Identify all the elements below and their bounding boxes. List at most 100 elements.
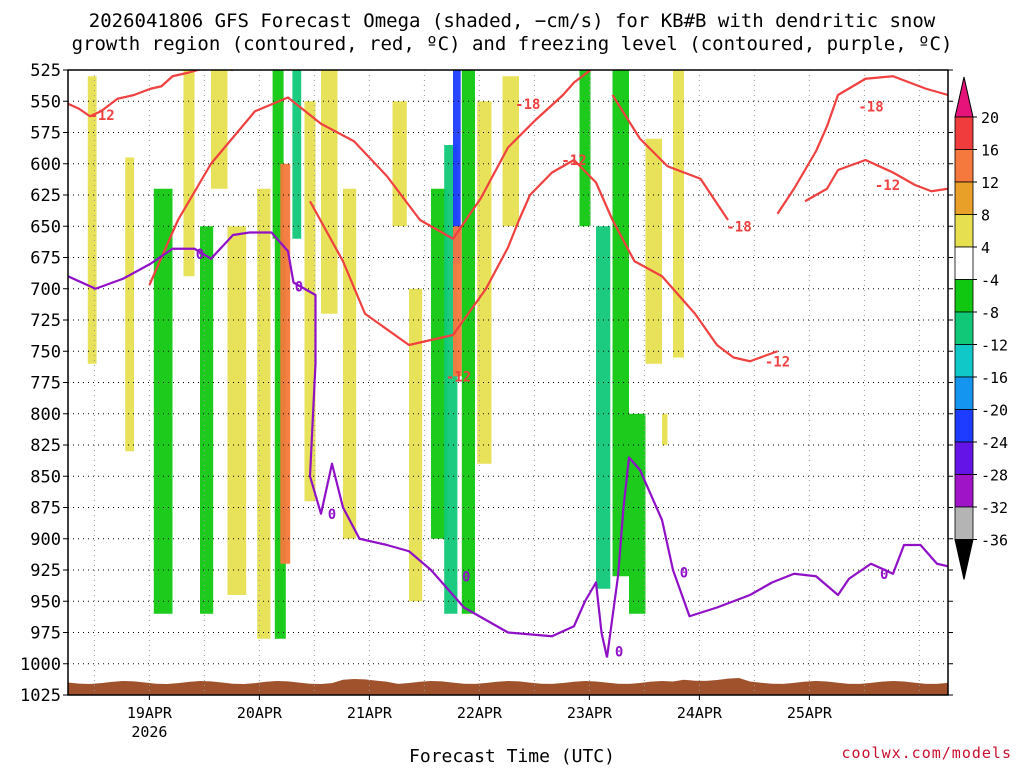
y-tick-label: 1025 [20, 686, 61, 706]
y-tick-label: 550 [30, 92, 61, 112]
omega-shade-region [280, 163, 291, 564]
omega-shade-region [87, 76, 97, 364]
colorbar-label: -28 [981, 467, 1008, 485]
colorbar-swatch [954, 474, 974, 508]
contour-label: 0 [880, 567, 888, 583]
colorbar-bottom-arrow [954, 539, 974, 580]
contour-label: -12 [561, 153, 586, 169]
contour--18 [776, 75, 948, 215]
omega-shade-region [612, 70, 629, 577]
colorbar-swatch [954, 441, 974, 475]
contour-label: 0 [462, 569, 470, 585]
contour-lines [68, 70, 948, 658]
y-tick-label: 975 [30, 624, 61, 644]
colorbar-label: 12 [981, 174, 999, 192]
contour-label: 0 [295, 279, 303, 295]
contour-label: 0 [328, 507, 336, 523]
contour-label: -18 [515, 97, 540, 113]
contour-0 [605, 456, 948, 658]
omega-shade-region [453, 70, 461, 264]
omega-shading [87, 70, 684, 639]
colorbar-label: -4 [981, 272, 999, 290]
contour-label: -18 [726, 219, 751, 235]
y-tick-label: 600 [30, 155, 61, 175]
chart-title-line2: growth region (contoured, red, ºC) and f… [71, 33, 953, 55]
contour--12 [804, 158, 948, 203]
x-tick-label: 21APR [347, 704, 393, 722]
colorbar-top-arrow [954, 76, 974, 118]
terrain-fill [68, 678, 948, 695]
y-tick-label: 700 [30, 280, 61, 300]
x-tick-label: 25APR [787, 704, 833, 722]
omega-shade-region [596, 226, 611, 589]
omega-shade-region [477, 101, 492, 464]
colorbar-swatch [954, 116, 974, 150]
colorbar-label: -32 [981, 499, 1008, 517]
omega-shade-region [272, 70, 284, 239]
y-tick-label: 950 [30, 592, 61, 612]
omega-shade-region [461, 70, 475, 614]
colorbar-swatch [954, 279, 974, 313]
omega-shade-region [629, 413, 646, 614]
contour-label: -12 [89, 108, 114, 124]
omega-shade-region [579, 70, 591, 227]
contour--18 [148, 70, 592, 286]
contour-label: -12 [765, 354, 790, 370]
omega-shade-region [343, 188, 357, 539]
y-tick-label: 925 [30, 561, 61, 581]
contour-label: 0 [196, 247, 204, 263]
omega-shade-region [431, 188, 448, 539]
colorbar-swatch [954, 149, 974, 183]
contour-label: -12 [875, 178, 900, 194]
y-tick-label: 625 [30, 186, 61, 206]
contour-label: 0 [615, 644, 623, 660]
y-tick-label: 825 [30, 436, 61, 456]
omega-shade-region [183, 70, 195, 277]
y-tick-label: 525 [30, 61, 61, 81]
terrain-area [68, 678, 948, 695]
colorbar-swatch [954, 409, 974, 443]
omega-shade-region [227, 226, 247, 595]
y-tick-label: 675 [30, 249, 61, 269]
contour--12 [68, 70, 233, 118]
x-tick-label: 22APR [457, 704, 503, 722]
y-tick-label: 875 [30, 499, 61, 519]
colorbar-swatch [954, 246, 974, 280]
x-tick-label: 23APR [567, 704, 613, 722]
colorbar-swatch [954, 214, 974, 248]
colorbar-label: -24 [981, 434, 1008, 452]
y-tick-label: 725 [30, 311, 61, 331]
omega-shade-region [211, 70, 228, 189]
contour--12 [309, 158, 778, 363]
contour-0 [68, 231, 609, 658]
y-tick-label: 750 [30, 342, 61, 362]
colorbar-swatch [954, 376, 974, 410]
contour--18 [611, 94, 729, 221]
omega-shade-region [125, 157, 134, 452]
omega-shade-region [200, 226, 214, 614]
x-tick-label: 19APR [127, 704, 173, 722]
y-tick-label: 850 [30, 467, 61, 487]
credit-link[interactable]: coolwx.com/models [841, 744, 1012, 762]
x-tick-sublabel: 2026 [131, 723, 167, 741]
omega-shade-region [645, 138, 662, 364]
omega-shade-region [409, 288, 423, 602]
y-tick-label: 1000 [20, 655, 61, 675]
colorbar-legend: 20 16 12 8 4 -4 -8 -12 -16 -20 -24 -28 -32 -36 [954, 76, 1008, 580]
colorbar-swatch [954, 311, 974, 345]
colorbar-label: 20 [981, 109, 999, 127]
y-tick-label: 800 [30, 405, 61, 425]
omega-shade-region [321, 70, 338, 314]
y-tick-label: 775 [30, 374, 61, 394]
omega-shade-region [304, 101, 316, 502]
colorbar-label: -16 [981, 369, 1008, 387]
contour-labels: -12 -18 -12 -12 -18 -12 -18 -12 0 0 0 0 0 0 0 [89, 97, 900, 661]
omega-shade-region [502, 76, 519, 227]
colorbar-label: -36 [981, 532, 1008, 550]
colorbar-label: -8 [981, 304, 999, 322]
contour-label: 0 [680, 566, 688, 582]
colorbar-label: 8 [981, 207, 990, 225]
colorbar-label: -12 [981, 337, 1008, 355]
